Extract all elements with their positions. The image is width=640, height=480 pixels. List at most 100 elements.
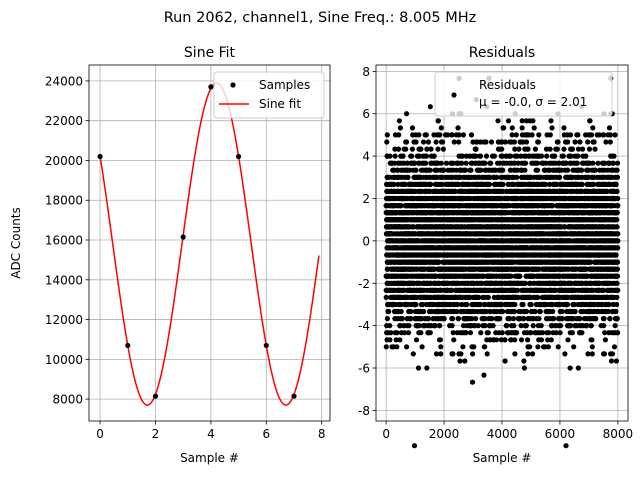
residual-point [476, 294, 482, 300]
residual-point [473, 316, 479, 322]
residual-point [514, 330, 520, 336]
y-axis-label: ADC Counts [9, 207, 23, 279]
sample-point [180, 234, 186, 240]
residual-point [391, 181, 397, 187]
residual-point [523, 160, 529, 166]
y-tick-label: 12000 [45, 313, 83, 327]
residual-point [396, 118, 402, 124]
residual-point [433, 139, 439, 145]
residual-point [420, 301, 426, 308]
residual-point [443, 160, 450, 166]
residual-point [473, 146, 479, 152]
residual-point [394, 330, 400, 336]
y-tick-label: -8 [358, 404, 370, 418]
y-tick-label: 22000 [45, 114, 83, 128]
residual-point [470, 351, 476, 357]
residual-point [488, 160, 494, 166]
residual-point [403, 146, 409, 152]
sample-point [97, 153, 103, 160]
residual-point [393, 337, 399, 343]
residual-point [406, 323, 412, 329]
y-tick-label: 20000 [45, 154, 83, 168]
residual-point [497, 316, 503, 322]
residual-point [416, 323, 422, 329]
residual-point [467, 330, 474, 336]
residual-point [383, 344, 389, 350]
residual-point [384, 132, 390, 138]
residual-point [485, 294, 491, 300]
residual-point [427, 104, 433, 110]
y-tick-label: 4 [362, 150, 370, 164]
residual-point [392, 146, 398, 152]
residual-point [500, 181, 506, 187]
residual-point [423, 160, 429, 166]
residual-point [452, 188, 458, 194]
residual-point [463, 330, 469, 336]
residual-point [402, 181, 408, 187]
residual-point [462, 167, 469, 173]
residual-point [477, 153, 484, 159]
residual-point [502, 358, 508, 364]
y-tick-label: 0 [362, 234, 370, 248]
legend-samples-marker [230, 82, 236, 88]
residual-point [462, 358, 468, 364]
residual-point [397, 337, 403, 343]
residual-point [523, 323, 530, 329]
residual-point [412, 160, 418, 166]
residual-point [468, 167, 474, 173]
residual-point [524, 308, 530, 315]
y-tick-label: 8000 [52, 393, 83, 407]
sample-point [208, 84, 214, 90]
axes-frame [88, 64, 331, 422]
residual-point [441, 316, 447, 322]
x-tick-label: 4000 [487, 427, 518, 441]
sine-fit-line [99, 82, 320, 406]
residual-point [431, 153, 437, 159]
residual-point [401, 330, 408, 336]
residual-point [438, 125, 444, 131]
residual-point [400, 153, 406, 159]
residual-point [420, 139, 427, 145]
residual-point [513, 132, 519, 138]
residual-point [491, 153, 497, 159]
residual-point [520, 301, 526, 308]
residual-point [456, 132, 462, 138]
sample-point [235, 153, 242, 160]
residual-point [407, 167, 413, 173]
residual-point [468, 132, 475, 138]
residual-point [384, 139, 390, 145]
y-tick-label: -4 [358, 319, 370, 333]
residual-point [501, 125, 507, 131]
residual-point [410, 351, 416, 357]
residual-point [437, 323, 443, 329]
residual-point [508, 153, 514, 159]
residual-point [489, 316, 495, 322]
residual-point [438, 160, 444, 166]
residual-point [460, 132, 466, 138]
residual-point [512, 337, 518, 343]
residual-point [388, 330, 394, 336]
x-tick-label: 6 [262, 427, 270, 441]
residual-point [408, 308, 414, 315]
residual-point [450, 316, 456, 322]
residual-point [384, 316, 390, 322]
residual-point [387, 337, 393, 343]
residual-point [425, 139, 431, 145]
y-tick-label: 24000 [45, 74, 83, 88]
residual-point [525, 337, 531, 343]
residual-point [500, 308, 506, 315]
residual-point [485, 330, 491, 336]
legend-samples-label: Samples [259, 78, 310, 92]
sample-point [152, 393, 159, 399]
y-tick-label: 16000 [45, 234, 83, 248]
residual-point [418, 330, 424, 336]
residual-point [471, 344, 477, 350]
residual-point [455, 316, 462, 322]
residual-point [519, 125, 525, 131]
residual-point [464, 301, 470, 308]
residual-point [409, 125, 416, 131]
residual-point [413, 139, 419, 145]
residual-point [514, 174, 520, 180]
